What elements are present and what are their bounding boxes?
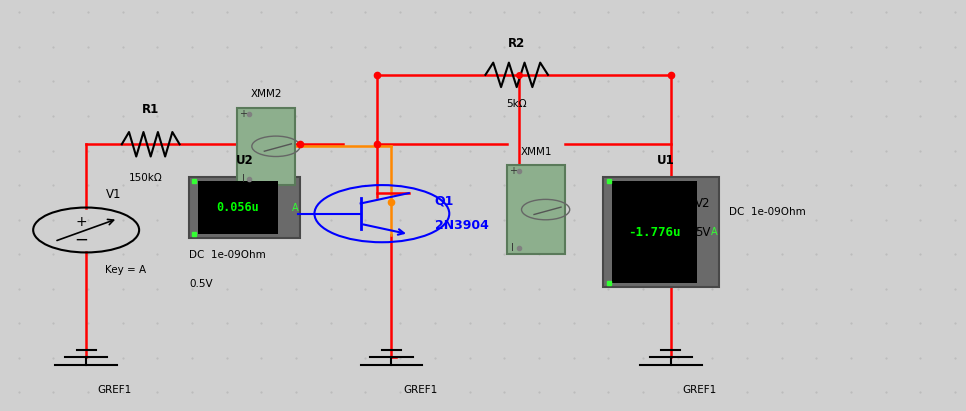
Text: A: A (711, 227, 718, 237)
Text: R2: R2 (508, 37, 526, 51)
Text: 0.5V: 0.5V (189, 279, 213, 289)
Text: I: I (242, 174, 244, 184)
Text: +: + (509, 166, 517, 176)
Text: Q1: Q1 (435, 195, 454, 208)
Text: R1: R1 (142, 103, 159, 115)
Text: U2: U2 (236, 154, 253, 167)
Text: 5V: 5V (695, 226, 710, 238)
Text: 150kΩ: 150kΩ (129, 173, 162, 183)
Text: DC  1e-09Ohm: DC 1e-09Ohm (189, 250, 266, 261)
FancyBboxPatch shape (507, 165, 565, 254)
Text: V1: V1 (105, 188, 121, 201)
Text: XMM1: XMM1 (521, 146, 552, 157)
Text: I: I (511, 243, 514, 253)
Text: +: + (240, 109, 247, 119)
Text: 5kΩ: 5kΩ (506, 99, 527, 109)
FancyBboxPatch shape (238, 108, 296, 185)
Text: XMM2: XMM2 (250, 89, 282, 99)
Text: U1: U1 (657, 154, 675, 167)
Text: +: + (75, 215, 87, 229)
FancyBboxPatch shape (198, 180, 278, 235)
Text: GREF1: GREF1 (682, 385, 717, 395)
FancyBboxPatch shape (612, 180, 697, 284)
FancyBboxPatch shape (189, 177, 300, 238)
Text: GREF1: GREF1 (403, 385, 438, 395)
Text: GREF1: GREF1 (98, 385, 132, 395)
Text: -1.776u: -1.776u (629, 226, 681, 238)
FancyBboxPatch shape (604, 177, 719, 287)
Text: A: A (292, 203, 298, 212)
Text: DC  1e-09Ohm: DC 1e-09Ohm (728, 207, 806, 217)
Text: −: − (74, 231, 88, 248)
Text: 0.056u: 0.056u (216, 201, 260, 214)
Text: Key = A: Key = A (105, 265, 147, 275)
Text: V2: V2 (695, 197, 710, 210)
Text: 2N3904: 2N3904 (435, 219, 489, 232)
